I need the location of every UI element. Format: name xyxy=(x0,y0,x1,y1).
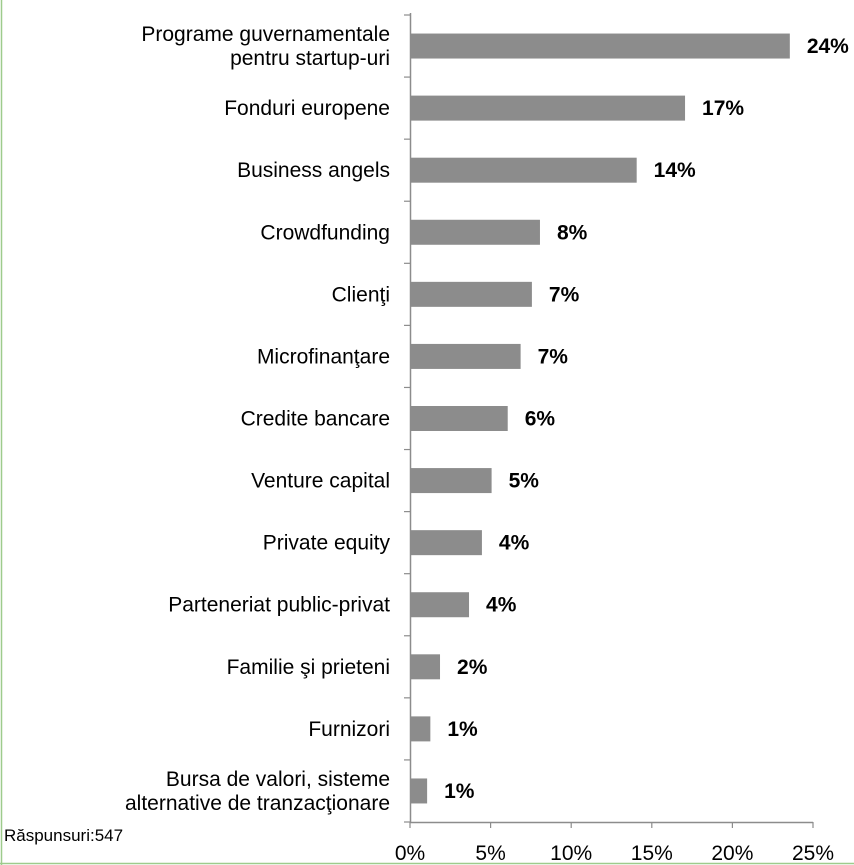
category-label: Programe guvernamentale pentru startup-ur… xyxy=(141,23,390,70)
category-label: Private equity xyxy=(263,532,391,555)
x-tick-label: 5% xyxy=(475,842,505,865)
category-label: Credite bancare xyxy=(241,408,390,431)
bar xyxy=(411,33,790,59)
bar xyxy=(411,716,431,742)
data-label: 7% xyxy=(549,283,580,306)
data-label: 2% xyxy=(457,656,488,679)
bar xyxy=(411,778,428,804)
bar xyxy=(411,219,540,245)
data-label: 14% xyxy=(654,159,696,182)
category-label: Microfinanţare xyxy=(257,345,390,368)
category-label: Furnizori xyxy=(308,718,390,741)
responses-footnote: Răspunsuri:547 xyxy=(4,826,124,845)
category-label: Fonduri europene xyxy=(224,97,390,120)
bar xyxy=(411,281,532,307)
bar xyxy=(411,468,492,494)
category-label: Parteneriat public-privat xyxy=(168,594,390,617)
category-label: Venture capital xyxy=(251,470,390,493)
bar xyxy=(411,654,441,680)
x-tick-label: 20% xyxy=(711,842,753,865)
x-tick-label: 0% xyxy=(395,842,425,865)
x-tick-label: 25% xyxy=(792,842,834,865)
category-label: Clienţi xyxy=(332,283,390,306)
data-label: 6% xyxy=(525,408,556,431)
x-tick-label: 15% xyxy=(631,842,673,865)
x-tick-label: 10% xyxy=(550,842,592,865)
bar xyxy=(411,530,482,556)
bar xyxy=(411,157,637,183)
bar xyxy=(411,95,686,121)
data-label: 17% xyxy=(702,97,744,120)
bar xyxy=(411,406,508,431)
category-label: Familie şi prieteni xyxy=(227,656,390,679)
data-label: 24% xyxy=(807,35,849,58)
data-label: 7% xyxy=(538,345,569,368)
data-label: 4% xyxy=(486,594,517,617)
data-label: 8% xyxy=(557,221,588,244)
category-label: Business angels xyxy=(237,159,390,182)
data-label: 5% xyxy=(509,470,540,493)
bar xyxy=(411,343,521,369)
category-label: Bursa de valori, sisteme alternative de t… xyxy=(125,768,390,815)
bar xyxy=(411,592,470,618)
data-label: 4% xyxy=(499,532,530,555)
data-label: 1% xyxy=(444,780,475,803)
category-label: Crowdfunding xyxy=(260,221,390,244)
data-label: 1% xyxy=(447,718,478,741)
